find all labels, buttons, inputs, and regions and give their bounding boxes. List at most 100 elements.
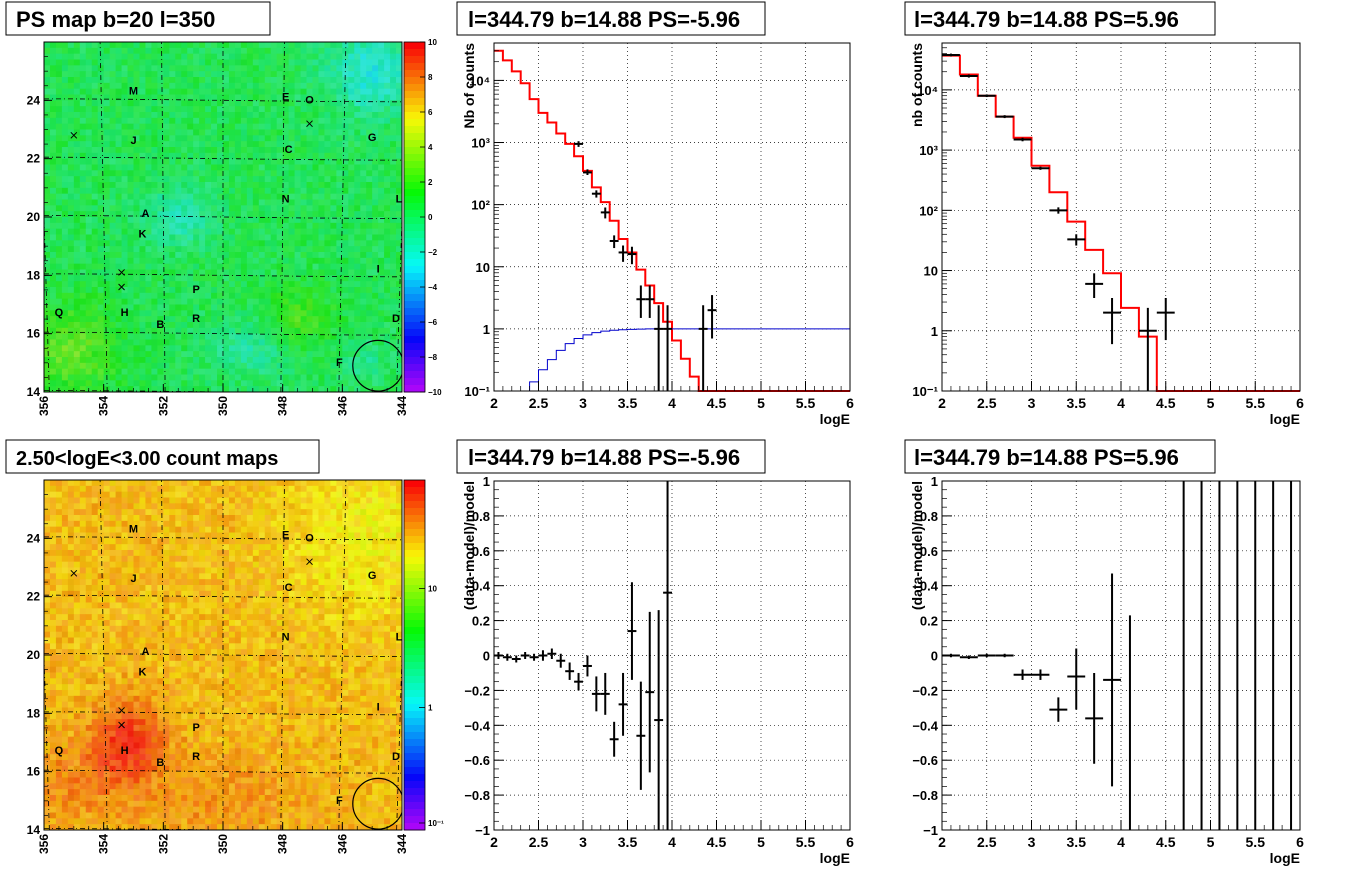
x-tick-label: 4.5 [1156,834,1176,850]
colorbar-tick-label: −6 [428,318,438,327]
source-label-M: M [129,524,138,536]
map-bottom-colorbar: 10 1 10⁻¹ [403,479,444,831]
grid-longitude-line [99,42,108,392]
map-y-tick-label: 20 [27,210,41,224]
panel-residual-left: l=344.79 b=14.88 PS=-5.96 2 2.5 3 3.5 4 4.5 5 5… [456,439,854,866]
data-point [556,653,566,668]
map-y-tick-label: 18 [27,268,41,282]
data-point [583,655,592,677]
source-label-C: C [285,144,293,156]
data-point [627,246,637,265]
residual-right-title: l=344.79 b=14.88 PS=5.96 [914,445,1179,470]
colorbar-tick-label: 10 [428,38,437,47]
x-tick-label: 5 [1207,395,1215,411]
data-point [529,653,539,661]
cross-marker [118,269,125,276]
source-label-J: J [130,573,136,585]
y-tick-label: −0.6 [464,753,490,768]
colorbar-tick-label: −2 [428,248,438,257]
data-point [1156,298,1175,341]
map-bottom-title: 2.50<logE<3.00 count maps [16,448,278,470]
panel-spectrum-right: l=344.79 b=14.88 PS=5.96 2 2.5 3 3.5 4 4.5 5 5.… [904,1,1304,427]
y-tick-label: 0.8 [920,509,938,524]
y-tick-label: −0.8 [464,788,490,803]
data-point [1013,137,1032,142]
colorbar-tick-label: 6 [428,108,433,117]
source-label-K: K [138,228,146,240]
data-point [574,141,583,147]
cross-marker [118,283,125,291]
y-tick-label: 0.4 [472,579,491,594]
y-tick-label: 0.6 [920,544,938,559]
y-tick-label: 0 [931,649,938,664]
spectrum-right-title: l=344.79 b=14.88 PS=5.96 [914,7,1179,32]
x-tick-label: 6 [1296,395,1304,411]
source-label-M: M [129,86,138,98]
source-label-N: N [282,631,290,643]
data-point [942,53,960,57]
source-label-A: A [141,646,149,658]
map-bottom-coordinate-grid [44,480,402,830]
target-circle [352,777,402,830]
y-tick-label: −0.4 [912,718,938,733]
x-tick-label: 4.5 [707,834,727,850]
map-y-tick-label: 22 [27,152,41,166]
x-tick-label: 3 [579,395,587,411]
residual-left-title-box [456,439,766,474]
source-label-K: K [138,666,146,678]
colorbar-tick-label: −4 [428,283,438,292]
data-point [600,672,610,715]
y-tick-label: 1 [483,322,490,337]
source-label-L: L [396,193,403,205]
source-label-B: B [156,319,164,331]
x-tick-label: 2.5 [529,395,549,411]
data-point [1013,669,1032,680]
x-tick-label: 4 [668,834,676,850]
x-tick-label: 4.5 [1156,395,1176,411]
x-tick-label: 3 [1028,834,1036,850]
cross-marker [118,707,125,714]
y-axis-label: (data-model)/model [461,481,477,610]
grid-longitude-line [338,42,347,392]
colorbar-tick-label: 8 [428,73,433,82]
y-axis-label: (data-model)/model [909,481,925,610]
x-axis-label: logE [1270,411,1300,427]
data-point [574,672,583,691]
map-x-tick-label: 350 [216,834,230,854]
x-tick-label: 2 [490,395,498,411]
map-x-tick-label: 352 [156,396,170,416]
grid-longitude-line [338,480,347,830]
y-tick-label: 10 [924,264,938,279]
y-tick-label: 1 [483,474,490,489]
map-y-tick-label: 22 [27,590,41,604]
data-point [698,305,708,391]
y-tick-label: 0 [483,649,490,664]
source-label-J: J [130,135,136,147]
y-axis-label: Nb of counts [461,43,477,129]
map-x-tick-label: 352 [156,834,170,854]
source-label-E: E [282,91,289,103]
data-point [1103,573,1121,787]
data-point [636,285,646,318]
x-tick-label: 2 [490,834,498,850]
x-tick-label: 3 [1028,395,1036,411]
data-point [959,655,978,659]
source-label-N: N [282,193,290,205]
map-x-tick-label: 348 [276,834,290,854]
map-top-title-box [5,1,271,36]
map-x-tick-label: 354 [97,834,111,854]
x-tick-label: 6 [846,834,854,850]
data-point [618,245,628,262]
data-point [995,653,1014,658]
source-label-F: F [336,357,343,369]
map-x-tick-label: 344 [395,396,409,416]
y-tick-label: 10² [471,198,490,213]
data-point [1138,307,1157,391]
data-point [1067,648,1086,710]
map-y-tick-label: 18 [27,706,41,720]
map-bottom-axes: 356 354 352 350 348 346 344 14 16 18 20 22 24 [27,479,409,854]
source-label-B: B [156,757,164,769]
data-point [538,650,548,661]
colorbar-tick-label: 4 [428,143,433,152]
y-tick-label: 10⁴ [469,73,490,88]
